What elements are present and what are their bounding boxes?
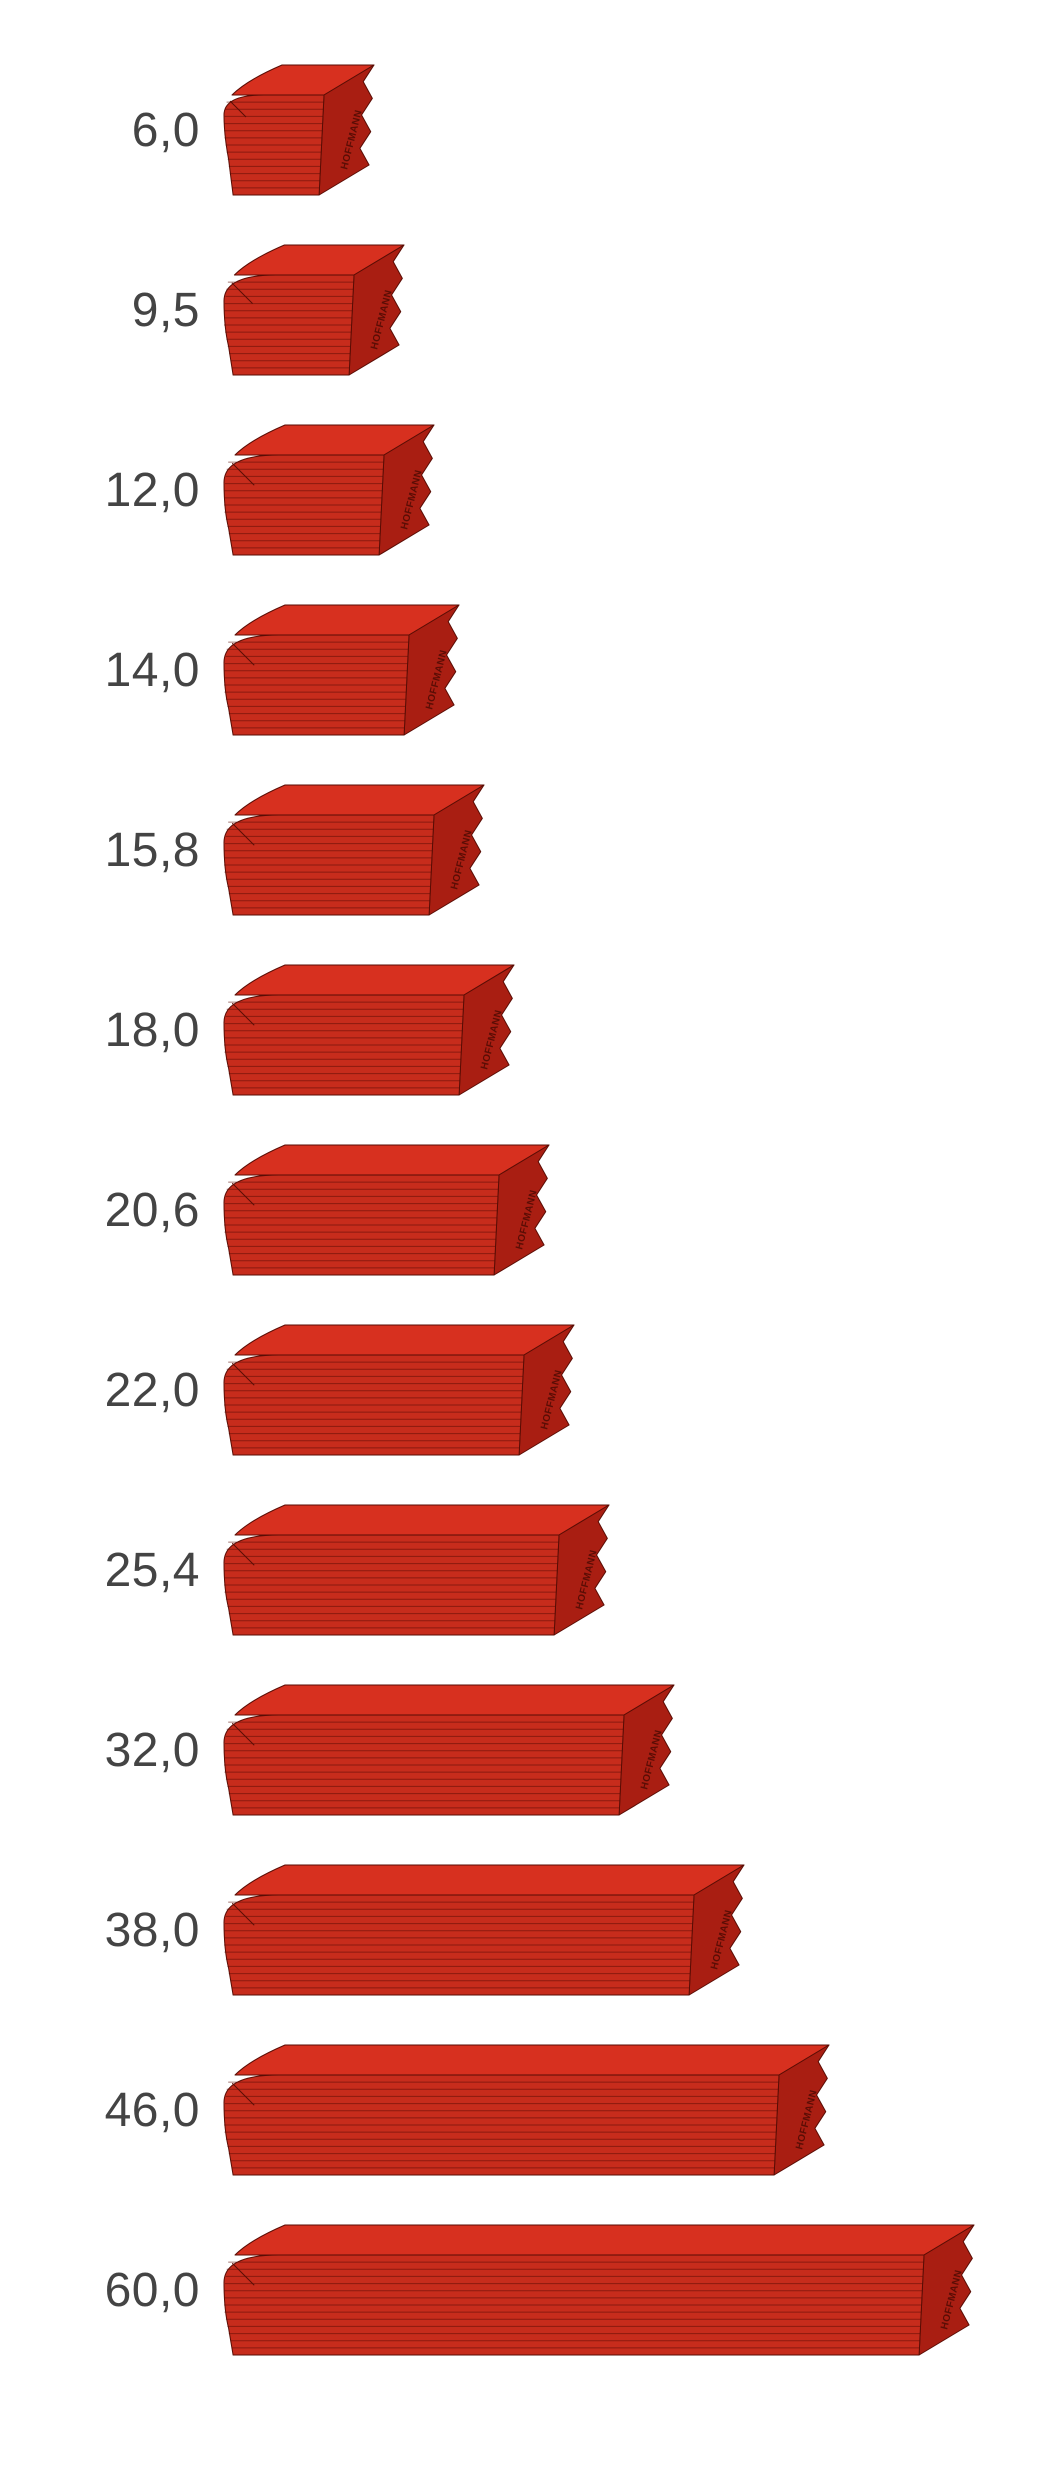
size-row: 6,0 HOFFMANN xyxy=(30,40,1033,220)
blade-shape: HOFFMANN xyxy=(220,1501,623,1639)
shape-cell: HOFFMANN xyxy=(220,940,1033,1120)
shape-cell: HOFFMANN xyxy=(220,400,1033,580)
size-label: 38,0 xyxy=(30,1903,220,1958)
shape-cell: HOFFMANN xyxy=(220,760,1033,940)
size-label: 6,0 xyxy=(30,103,220,158)
size-row: 25,4 HOFFMANN xyxy=(30,1480,1033,1660)
size-label: 22,0 xyxy=(30,1363,220,1418)
shape-cell: HOFFMANN xyxy=(220,580,1033,760)
blade-shape: HOFFMANN xyxy=(220,1681,688,1819)
shape-cell: HOFFMANN xyxy=(220,2020,1033,2200)
shape-cell: HOFFMANN xyxy=(220,1120,1033,1300)
size-row: 32,0 HOFFMANN xyxy=(30,1660,1033,1840)
shape-cell: HOFFMANN xyxy=(220,220,1033,400)
size-label: 20,6 xyxy=(30,1183,220,1238)
size-label: 32,0 xyxy=(30,1723,220,1778)
size-label: 60,0 xyxy=(30,2263,220,2318)
shape-cell: HOFFMANN xyxy=(220,40,1033,220)
shape-cell: HOFFMANN xyxy=(220,1660,1033,1840)
size-label: 15,8 xyxy=(30,823,220,878)
size-row: 60,0 HOFFMANN xyxy=(30,2200,1033,2380)
shape-cell: HOFFMANN xyxy=(220,1840,1033,2020)
blade-shape: HOFFMANN xyxy=(220,61,388,199)
size-label: 25,4 xyxy=(30,1543,220,1598)
size-row: 22,0 HOFFMANN xyxy=(30,1300,1033,1480)
size-row: 14,0 HOFFMANN xyxy=(30,580,1033,760)
blade-shape: HOFFMANN xyxy=(220,1861,758,1999)
size-row: 20,6 HOFFMANN xyxy=(30,1120,1033,1300)
size-row: 12,0 HOFFMANN xyxy=(30,400,1033,580)
size-label: 18,0 xyxy=(30,1003,220,1058)
size-row: 18,0 HOFFMANN xyxy=(30,940,1033,1120)
blade-shape: HOFFMANN xyxy=(220,601,473,739)
size-label: 46,0 xyxy=(30,2083,220,2138)
size-row: 15,8 HOFFMANN xyxy=(30,760,1033,940)
size-row: 46,0 HOFFMANN xyxy=(30,2020,1033,2200)
blade-shape: HOFFMANN xyxy=(220,1141,563,1279)
size-label: 9,5 xyxy=(30,283,220,338)
blade-shape: HOFFMANN xyxy=(220,421,448,559)
blade-shape: HOFFMANN xyxy=(220,1321,588,1459)
blade-shape: HOFFMANN xyxy=(220,781,498,919)
blade-shape: HOFFMANN xyxy=(220,2221,988,2359)
size-row: 9,5 HOFFMANN xyxy=(30,220,1033,400)
blade-shape: HOFFMANN xyxy=(220,241,418,379)
blade-shape: HOFFMANN xyxy=(220,2041,843,2179)
size-label: 12,0 xyxy=(30,463,220,518)
shape-cell: HOFFMANN xyxy=(220,2200,1033,2380)
size-row: 38,0 HOFFMANN xyxy=(30,1840,1033,2020)
diagram-container: 6,0 HOFFMANN 9,5 HOFFMANN 12,0 HOFFMANN … xyxy=(0,0,1063,2440)
blade-shape: HOFFMANN xyxy=(220,961,528,1099)
size-label: 14,0 xyxy=(30,643,220,698)
shape-cell: HOFFMANN xyxy=(220,1300,1033,1480)
shape-cell: HOFFMANN xyxy=(220,1480,1033,1660)
